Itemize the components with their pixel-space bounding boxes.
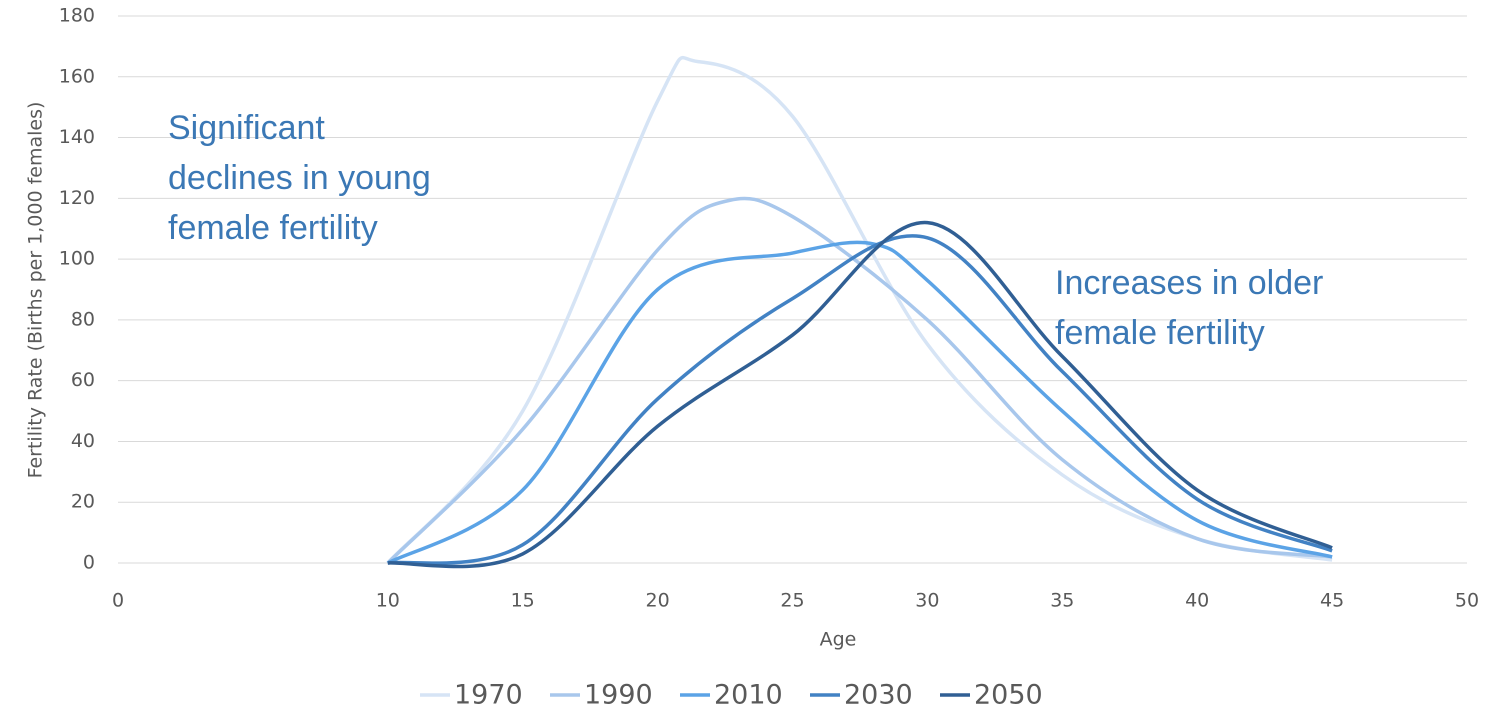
- x-tick-label: 30: [915, 590, 939, 612]
- x-tick-label: 20: [646, 590, 670, 612]
- line: [387, 220, 1333, 569]
- y-tick-label: 120: [59, 187, 95, 209]
- y-tick-label: 180: [59, 5, 95, 27]
- legend-label: 2030: [844, 680, 913, 711]
- annotation: declines in young: [168, 159, 431, 197]
- annotation: female fertility: [1055, 314, 1265, 352]
- line: [386, 240, 1333, 565]
- line: [386, 196, 1333, 565]
- annotation: female fertility: [168, 209, 378, 247]
- x-tick-label: 50: [1455, 590, 1479, 612]
- x-tick-label: 35: [1050, 590, 1074, 612]
- y-tick-label: 20: [71, 491, 95, 513]
- y-tick-label: 80: [71, 308, 95, 330]
- x-tick-label: 40: [1185, 590, 1209, 612]
- legend-label: 1970: [454, 680, 523, 711]
- x-tick-label: 10: [376, 590, 400, 612]
- x-tick-label: 45: [1320, 590, 1344, 612]
- legend-label: 1990: [584, 680, 653, 711]
- line: [386, 55, 1333, 565]
- y-tick-label: 160: [59, 65, 95, 87]
- annotation: Increases in older: [1055, 264, 1323, 302]
- annotation: Significant: [168, 109, 325, 147]
- y-tick-label: 140: [59, 126, 95, 148]
- x-tick-label: 0: [112, 590, 124, 612]
- y-tick-label: 40: [71, 430, 95, 452]
- legend-label: 2010: [714, 680, 783, 711]
- y-tick-label: 100: [59, 248, 95, 270]
- line: [387, 234, 1333, 565]
- x-tick-label: 25: [780, 590, 804, 612]
- y-axis-label: Fertility Rate (Births per 1,000 females…: [25, 102, 47, 479]
- y-tick-label: 60: [71, 369, 95, 391]
- x-axis-label: Age: [820, 629, 857, 651]
- y-tick-label: 0: [83, 552, 95, 574]
- x-tick-label: 15: [511, 590, 535, 612]
- legend-label: 2050: [974, 680, 1043, 711]
